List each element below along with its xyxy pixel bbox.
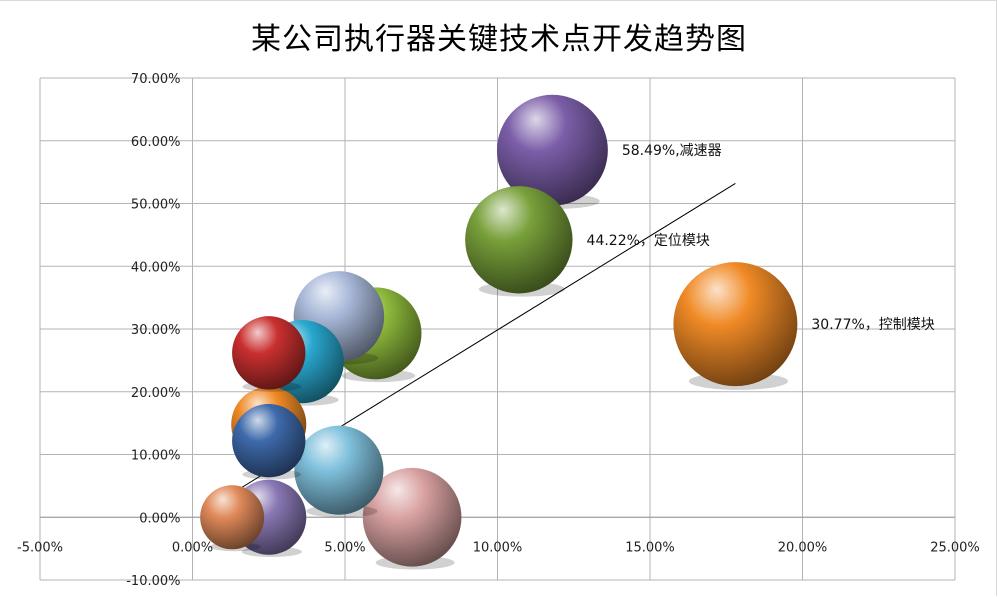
bubble-point [496,94,608,206]
y-tick-label: 50.00% [131,198,181,213]
bubble-point [200,485,265,550]
bubble-data-label: 58.49%,减速器 [622,143,722,159]
data-labels: 30.77%，控制模块 58.49%,减速器 44.22%，定位模块 [587,143,935,333]
x-tick-label: -5.00% [17,540,63,555]
x-tick-label: 5.00% [324,540,365,555]
y-tick-label: -10.00% [126,574,180,589]
y-tick-label: 40.00% [131,260,181,275]
bubble-point [232,404,306,478]
bubble-point [362,467,462,567]
y-tick-label: 60.00% [131,135,181,150]
bubbles [200,94,798,570]
bubble-point [465,186,573,294]
y-tick-label: 30.00% [131,323,181,338]
y-tick-label: 70.00% [131,72,181,87]
x-tick-label: 20.00% [778,540,828,555]
x-tick-label: 25.00% [930,540,980,555]
bubble-point [673,262,798,387]
bubble-point [294,425,384,515]
x-tick-label: 0.00% [172,540,213,555]
bubble-data-label: 30.77%，控制模块 [811,317,934,333]
grid [39,77,956,581]
y-tick-label: 0.00% [139,511,180,526]
y-axis-ticks: 70.00% 60.00% 50.00% 40.00% 30.00% 20.00% 10.0… [126,72,180,589]
bubble-point [232,316,306,390]
chart-title: 某公司执行器关键技术点开发趋势图 [251,22,747,57]
y-tick-label: 10.00% [131,449,181,464]
x-tick-label: 15.00% [625,540,675,555]
x-axis-ticks: -5.00% 0.00% 5.00% 10.00% 15.00% 20.00% 25.00% [17,540,980,555]
x-tick-label: 10.00% [473,540,523,555]
y-tick-label: 20.00% [131,386,181,401]
bubble-data-label: 44.22%，定位模块 [587,233,710,249]
